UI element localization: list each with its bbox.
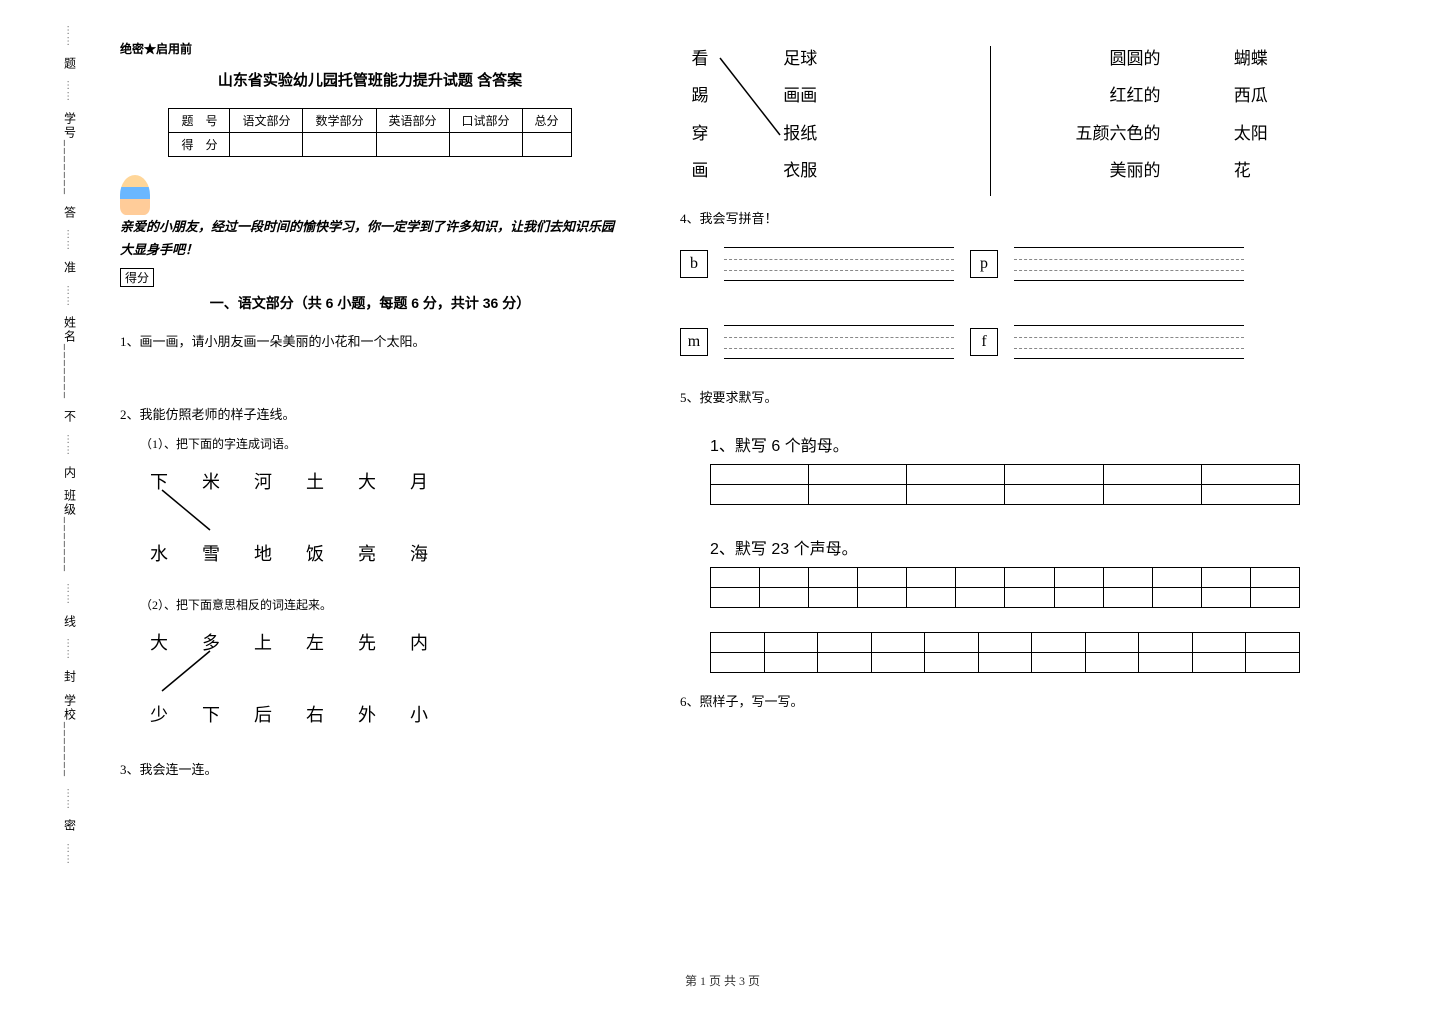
confidential-label: 绝密★启用前 (120, 40, 620, 57)
word: 西瓜 (1234, 77, 1294, 114)
four-line-grid (1014, 247, 1244, 281)
word: 圆圆的 (1050, 40, 1160, 77)
char: 水 (150, 540, 168, 566)
char: 左 (306, 629, 324, 655)
th-total: 总分 (522, 109, 571, 133)
four-line-grid (724, 325, 954, 359)
th-math: 数学部分 (303, 109, 376, 133)
spine-name: 姓名_______ (62, 316, 79, 400)
char: 下 (150, 468, 168, 494)
char: 先 (358, 629, 376, 655)
word: 美丽的 (1050, 152, 1160, 189)
question-2: 2、我能仿照老师的样子连线。 (120, 404, 620, 423)
char: 土 (306, 468, 324, 494)
char: 河 (254, 468, 272, 494)
pinyin-b: b (680, 250, 708, 278)
score-table: 题 号 语文部分 数学部分 英语部分 口试部分 总分 得 分 (168, 108, 571, 157)
grid-12 (710, 567, 1300, 608)
right-column: 看 踢 穿 画 足球 画画 报纸 衣服 圆圆的 红红的 五颜六色的 美丽的 (680, 40, 1300, 716)
score-box-label: 得分 (120, 268, 154, 287)
link-line-icon (680, 40, 880, 190)
match-2-2: 大 多 上 左 先 内 少 下 后 右 外 小 (150, 629, 620, 727)
table-row: 得 分 (169, 133, 571, 157)
char: 亮 (358, 540, 376, 566)
char: 大 (358, 468, 376, 494)
divider (990, 46, 991, 196)
spine-school: 学校_______ (62, 694, 79, 778)
left-column: 绝密★启用前 山东省实验幼儿园托管班能力提升试题 含答案 题 号 语文部分 数学… (120, 40, 620, 784)
th-english: 英语部分 (376, 109, 449, 133)
pinyin-f: f (970, 328, 998, 356)
link-block-left: 看 踢 穿 画 足球 画画 报纸 衣服 (680, 40, 930, 190)
question-5: 5、按要求默写。 (680, 387, 1300, 406)
question-2-2: （2）、把下面意思相反的词连起来。 (140, 596, 620, 613)
pinyin-m: m (680, 328, 708, 356)
char: 右 (306, 701, 324, 727)
grid-11 (710, 632, 1300, 673)
char: 雪 (202, 540, 220, 566)
table-row: 题 号 语文部分 数学部分 英语部分 口试部分 总分 (169, 109, 571, 133)
drawing-area (120, 356, 620, 396)
link-block-right: 圆圆的 红红的 五颜六色的 美丽的 蝴蝶 西瓜 太阳 花 (1050, 40, 1300, 190)
four-line-grid (724, 247, 954, 281)
word: 蝴蝶 (1234, 40, 1294, 77)
greeting-text: 亲爱的小朋友，经过一段时间的愉快学习，你一定学到了许多知识，让我们去知识乐园大显… (120, 215, 620, 262)
four-line-grid (1014, 325, 1244, 359)
th-chinese: 语文部分 (230, 109, 303, 133)
char: 外 (358, 701, 376, 727)
cartoon-icon (120, 175, 150, 215)
char: 饭 (306, 540, 324, 566)
word: 太阳 (1234, 115, 1294, 152)
exam-title: 山东省实验幼儿园托管班能力提升试题 含答案 (120, 69, 620, 90)
char: 后 (254, 701, 272, 727)
pinyin-row-mf: m f (680, 325, 1300, 359)
question-6: 6、照样子，写一写。 (680, 691, 1300, 710)
char: 少 (150, 701, 168, 727)
char: 小 (410, 701, 428, 727)
question-1: 1、画一画，请小朋友画一朵美丽的小花和一个太阳。 (120, 331, 620, 350)
pinyin-row-bp: b p (680, 247, 1300, 281)
word: 五颜六色的 (1050, 115, 1160, 152)
section-1-title: 一、语文部分（共 6 小题，每题 6 分，共计 36 分） (120, 293, 620, 313)
char: 大 (150, 629, 168, 655)
grid-6 (710, 464, 1300, 505)
question-4: 4、我会写拼音！ (680, 208, 1300, 227)
char: 月 (410, 468, 428, 494)
th-num: 题 号 (169, 109, 230, 133)
page-footer: 第 1 页 共 3 页 (0, 972, 1445, 989)
char: 下 (202, 701, 220, 727)
char: 海 (410, 540, 428, 566)
question-2-1: （1）、把下面的字连成词语。 (140, 435, 620, 452)
th-oral: 口试部分 (449, 109, 522, 133)
spine-dots: …… (65, 25, 76, 47)
char: 上 (254, 629, 272, 655)
question-3: 3、我会连一连。 (120, 759, 620, 778)
char: 内 (410, 629, 428, 655)
word: 红红的 (1050, 77, 1160, 114)
spine-label: 题 (62, 57, 79, 71)
pinyin-p: p (970, 250, 998, 278)
spine-class: 班级_______ (62, 489, 79, 573)
char: 地 (254, 540, 272, 566)
char: 米 (202, 468, 220, 494)
word: 花 (1234, 152, 1294, 189)
write-6-yunmu: 1、默写 6 个韵母。 (710, 432, 1300, 456)
match-2-1: 下 米 河 土 大 月 水 雪 地 饭 亮 海 (150, 468, 620, 566)
spine-xuehao: 学号_______ (62, 112, 79, 196)
char: 多 (202, 629, 220, 655)
binding-spine: …… 题 …… 学号_______ 答 …… 准 …… 姓名_______ 不 … (50, 20, 90, 870)
write-23-shengmu: 2、默写 23 个声母。 (710, 535, 1300, 559)
row-score-label: 得 分 (169, 133, 230, 157)
